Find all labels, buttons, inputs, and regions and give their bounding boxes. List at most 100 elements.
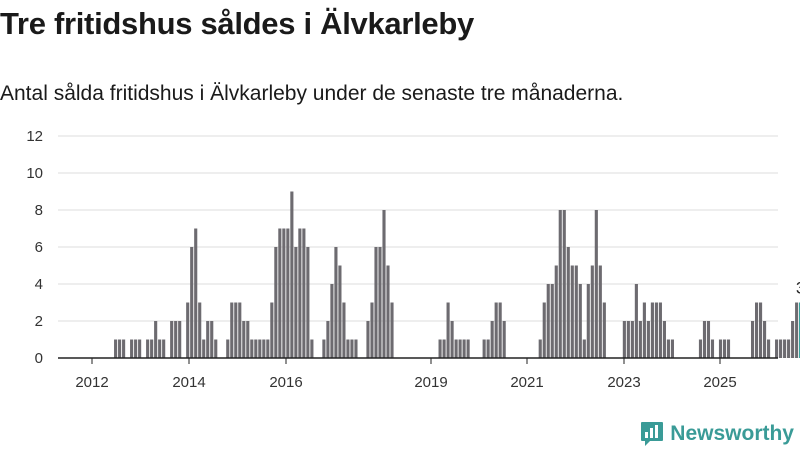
bar xyxy=(442,339,446,358)
bar xyxy=(638,321,642,358)
bar xyxy=(214,339,218,358)
bar xyxy=(298,228,302,358)
bar xyxy=(206,321,210,358)
bar xyxy=(570,265,574,358)
bar xyxy=(759,302,763,358)
x-tick-label: 2016 xyxy=(269,374,302,391)
bar xyxy=(266,339,270,358)
y-tick-label: 8 xyxy=(35,202,43,219)
bar xyxy=(554,265,558,358)
bar xyxy=(390,302,394,358)
bar xyxy=(114,339,118,358)
bar xyxy=(354,339,358,358)
bar xyxy=(486,339,490,358)
bar xyxy=(374,247,378,358)
bar xyxy=(386,265,390,358)
bar xyxy=(146,339,150,358)
bar xyxy=(775,339,779,358)
x-tick-label: 2012 xyxy=(75,374,108,391)
bar xyxy=(498,302,502,358)
bar xyxy=(134,339,138,358)
bar xyxy=(326,321,330,358)
bar xyxy=(458,339,462,358)
bar xyxy=(254,339,258,358)
bar xyxy=(750,321,755,358)
y-tick-label: 4 xyxy=(35,276,43,293)
bar xyxy=(198,302,202,358)
bar xyxy=(662,321,666,358)
chart: 0 2 4 6 8 10 12 2012 2014 2016 2019 2021 2023 2025 3 xyxy=(26,128,800,391)
y-tick-label: 2 xyxy=(35,313,43,330)
bar xyxy=(646,321,650,358)
bar xyxy=(170,321,174,358)
y-tick-label: 0 xyxy=(35,350,43,367)
bar xyxy=(710,339,715,358)
bar xyxy=(334,247,338,358)
x-tick-label: 2014 xyxy=(172,374,205,391)
bar xyxy=(210,321,214,358)
bar xyxy=(582,339,586,358)
bar xyxy=(706,321,711,358)
bar xyxy=(438,339,442,358)
bar xyxy=(158,339,162,358)
x-tick-label: 2021 xyxy=(510,374,543,391)
y-tick-label: 10 xyxy=(26,165,43,182)
bar xyxy=(622,321,626,358)
bar xyxy=(322,339,326,358)
bar xyxy=(290,191,294,358)
x-tick-label: 2025 xyxy=(703,374,736,391)
bar xyxy=(718,339,723,358)
bar xyxy=(450,321,454,358)
bar xyxy=(466,339,470,358)
bar xyxy=(346,339,350,358)
bar xyxy=(574,265,578,358)
bar xyxy=(566,247,570,358)
chart-title: Tre fritidshus såldes i Älvkarleby xyxy=(0,6,474,41)
bar xyxy=(578,284,582,358)
bar xyxy=(658,302,662,358)
x-tick-label: 2023 xyxy=(607,374,640,391)
bar xyxy=(502,321,506,358)
bar xyxy=(250,339,254,358)
bar xyxy=(650,302,654,358)
bar xyxy=(274,247,278,358)
bar xyxy=(246,321,250,358)
y-tick-label: 6 xyxy=(35,239,43,256)
bar xyxy=(190,247,194,358)
x-axis: 2012 2014 2016 2019 2021 2023 2025 xyxy=(58,357,778,391)
bar xyxy=(538,339,542,358)
bars xyxy=(114,191,800,358)
bar xyxy=(350,339,354,358)
data-label: 3 xyxy=(796,279,800,298)
bar xyxy=(338,265,342,358)
bar xyxy=(238,302,242,358)
bar xyxy=(310,339,314,358)
y-tick-label: 12 xyxy=(26,128,43,145)
bar xyxy=(654,302,658,358)
bar xyxy=(138,339,142,358)
bar xyxy=(226,339,230,358)
bar xyxy=(282,228,286,358)
bar xyxy=(278,228,282,358)
bar xyxy=(378,247,382,358)
bar xyxy=(370,302,374,358)
bar xyxy=(783,339,787,358)
bar xyxy=(642,302,646,358)
bar xyxy=(767,339,771,358)
bar xyxy=(562,210,566,358)
chart-subtitle: Antal sålda fritidshus i Älvkarleby unde… xyxy=(0,82,624,105)
bar xyxy=(130,339,134,358)
bar xyxy=(234,302,238,358)
bar xyxy=(186,302,190,358)
bar xyxy=(630,321,634,358)
brand: Newsworthy xyxy=(640,421,794,447)
bar xyxy=(202,339,206,358)
bar xyxy=(482,339,486,358)
bar xyxy=(446,302,450,358)
bar xyxy=(330,284,334,358)
bar xyxy=(634,284,638,358)
bar xyxy=(490,321,494,358)
bar xyxy=(258,339,262,358)
bar xyxy=(787,339,791,358)
bar xyxy=(242,321,246,358)
